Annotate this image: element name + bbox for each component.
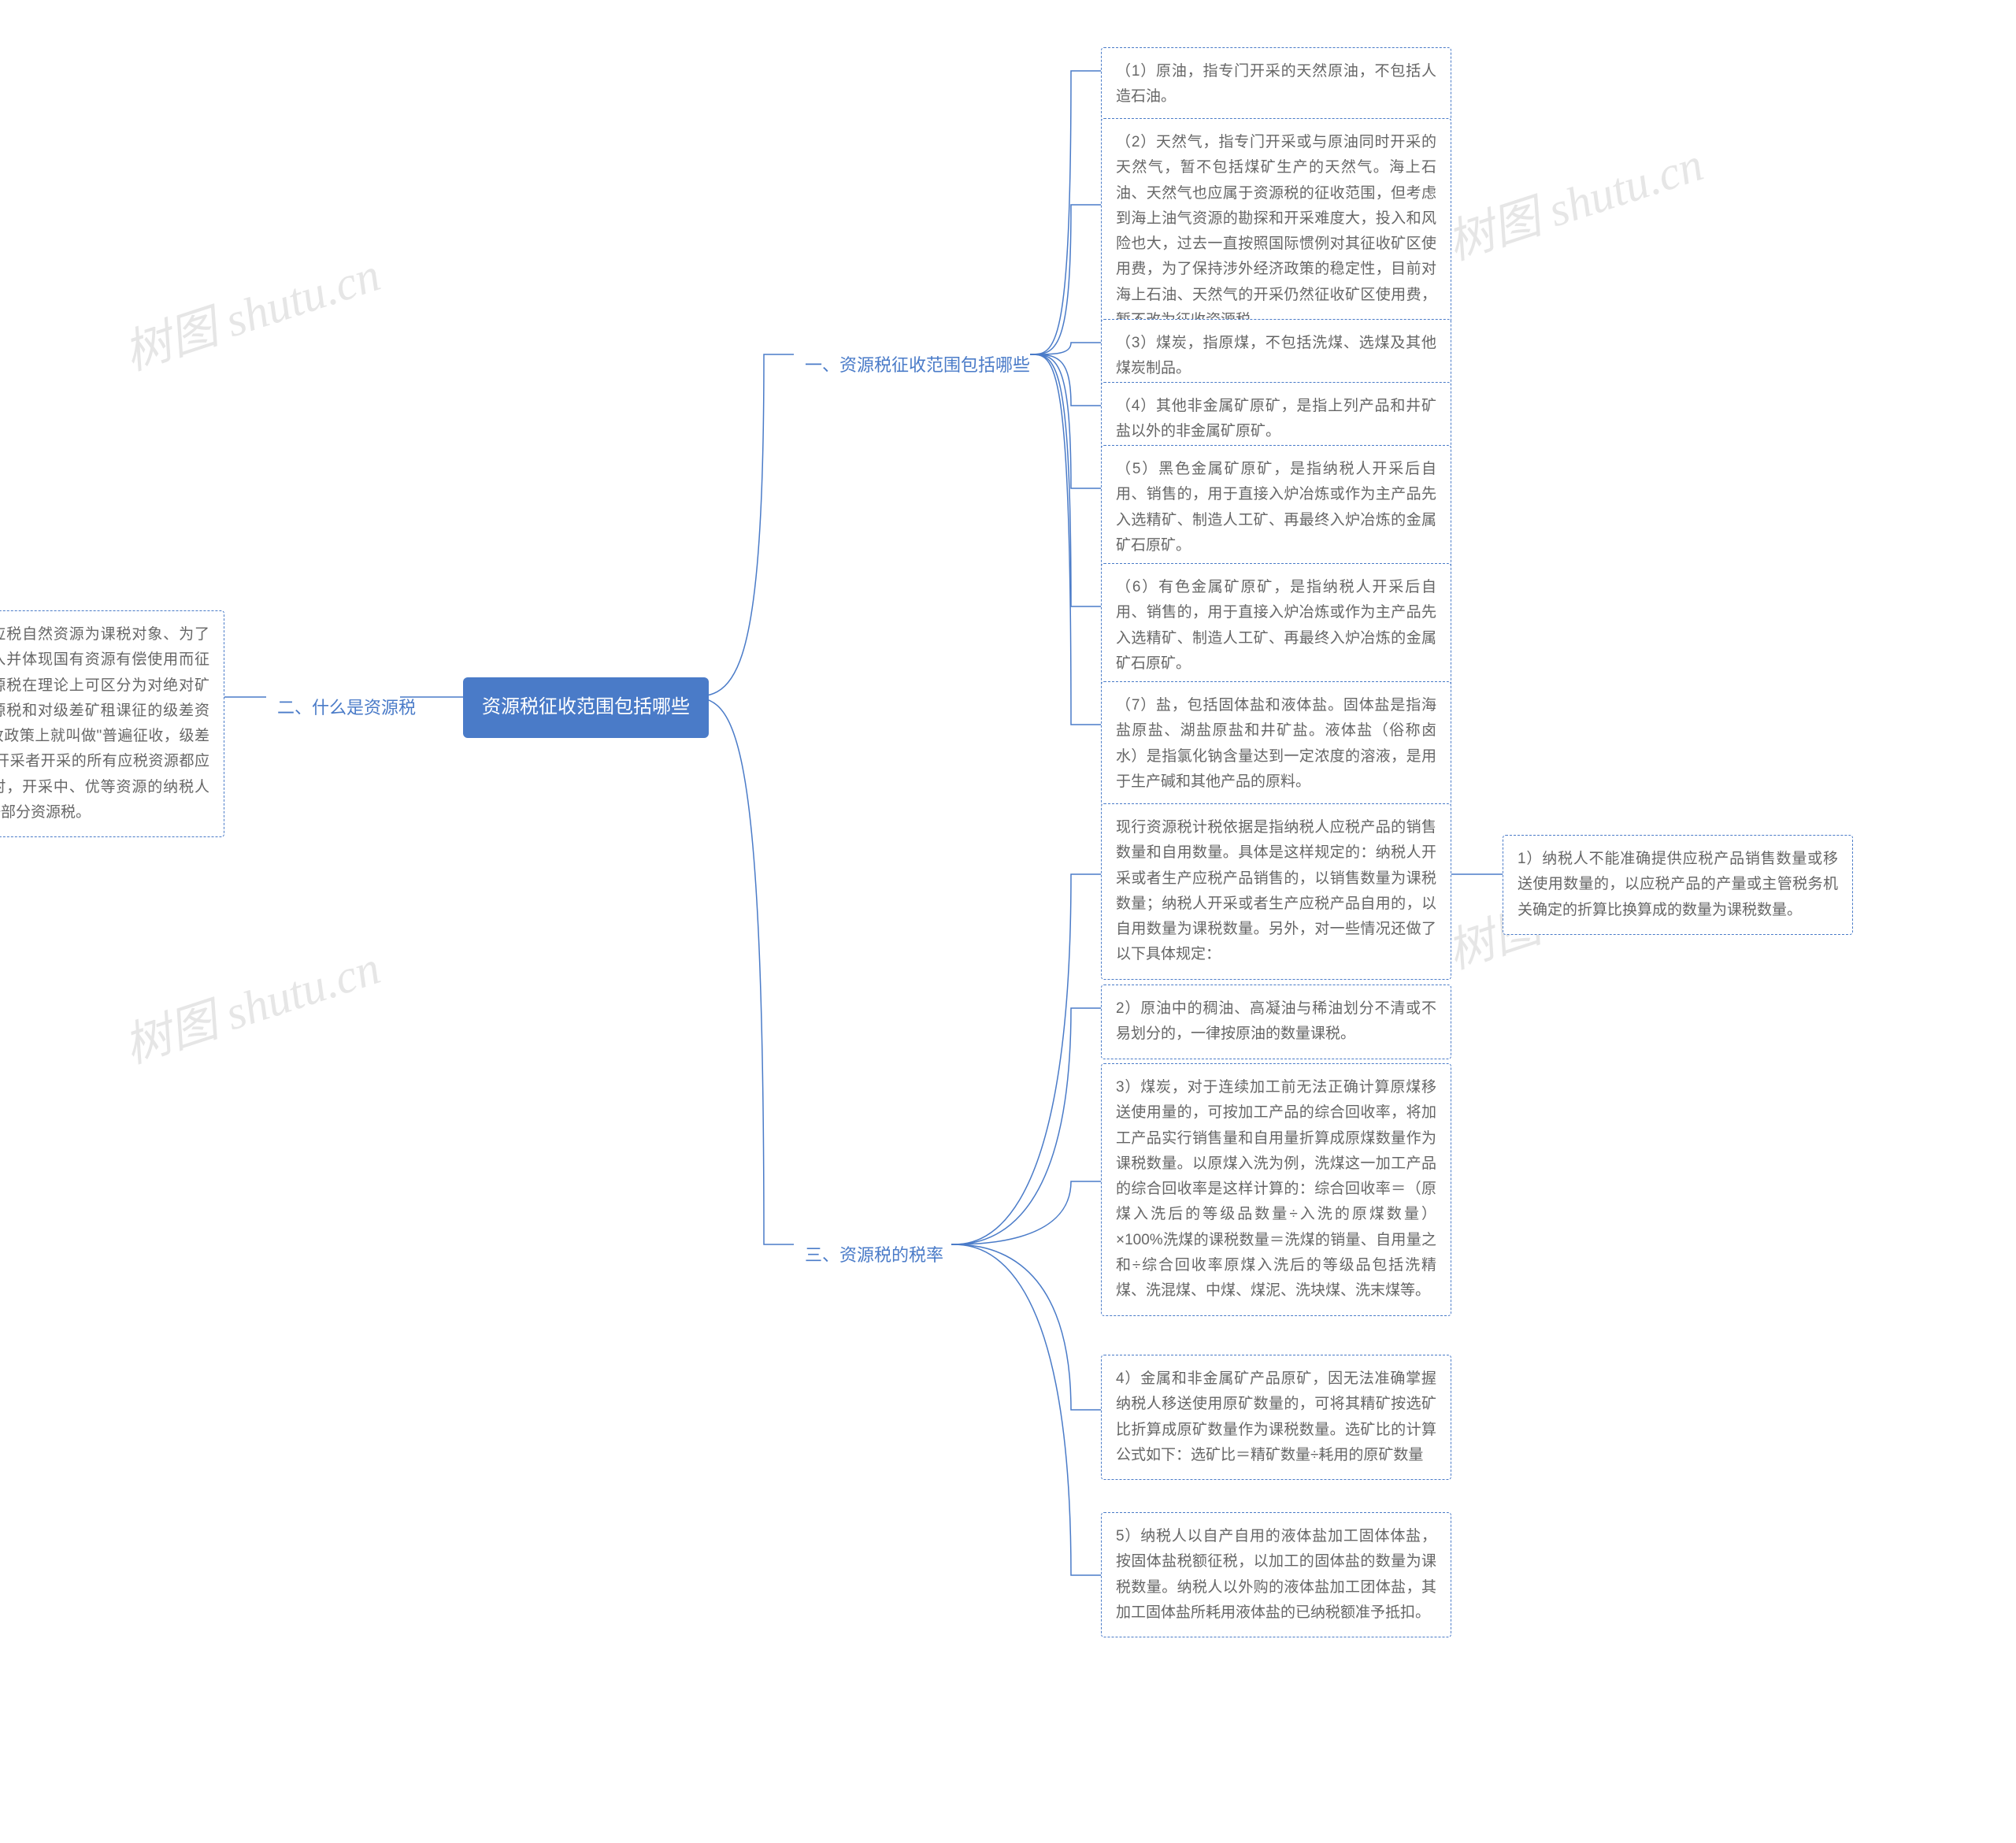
leaf-node: （2）天然气，指专门开采或与原油同时开采的天然气，暂不包括煤矿生产的天然气。海上… [1101, 118, 1451, 345]
leaf-node: （7）盐，包括固体盐和液体盐。固体盐是指海盐原盐、湖盐原盐和井矿盐。液体盐（俗称… [1101, 681, 1451, 807]
leaf-node: 2）原油中的稠油、高凝油与稀油划分不清或不易划分的，一律按原油的数量课税。 [1101, 985, 1451, 1059]
leaf-node: 现行资源税计税依据是指纳税人应税产品的销售数量和自用数量。具体是这样规定的：纳税… [1101, 803, 1451, 980]
branch-node: 二、什么是资源税 [266, 685, 427, 730]
leaf-node: 3）煤炭，对于连续加工前无法正确计算原煤移送使用量的，可按加工产品的综合回收率，… [1101, 1063, 1451, 1316]
root-node: 资源税征收范围包括哪些 [463, 677, 709, 738]
leaf-node: 5）纳税人以自产自用的液体盐加工固体体盐，按固体盐税额征税，以加工的固体盐的数量… [1101, 1512, 1451, 1637]
watermark: 树图 shutu.cn [1437, 126, 1710, 273]
branch-node: 一、资源税征收范围包括哪些 [794, 343, 1041, 388]
leaf-node: 资源税是以各种应税自然资源为课税对象、为了调节资源级差收入并体现国有资源有偿使用… [0, 610, 224, 837]
watermark: 树图 shutu.cn [114, 929, 387, 1077]
watermark: 树图 shutu.cn [114, 236, 387, 384]
leaf-node: 4）金属和非金属矿产品原矿，因无法准确掌握纳税人移送使用原矿数量的，可将其精矿按… [1101, 1355, 1451, 1480]
mindmap-canvas: 树图 shutu.cn 树图 shutu.cn 树图 shutu.cn 树图 s… [24, 24, 1992, 1819]
leaf-node: （6）有色金属矿原矿，是指纳税人开采后自用、销售的，用于直接入炉冶炼或作为主产品… [1101, 563, 1451, 688]
leaf-node: 1）纳税人不能准确提供应税产品销售数量或移送使用数量的，以应税产品的产量或主管税… [1503, 835, 1853, 935]
leaf-node: （5）黑色金属矿原矿，是指纳税人开采后自用、销售的，用于直接入炉冶炼或作为主产品… [1101, 445, 1451, 570]
branch-node: 三、资源税的税率 [794, 1233, 954, 1277]
leaf-node: （1）原油，指专门开采的天然原油，不包括人造石油。 [1101, 47, 1451, 122]
